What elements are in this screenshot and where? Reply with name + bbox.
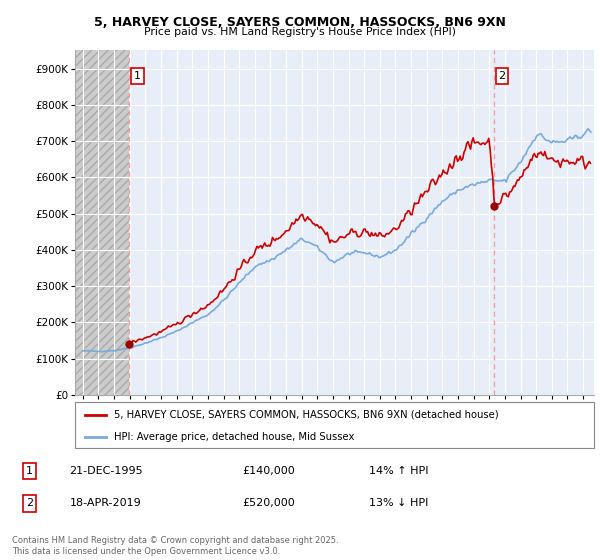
Text: 13% ↓ HPI: 13% ↓ HPI	[369, 498, 428, 508]
Text: 18-APR-2019: 18-APR-2019	[70, 498, 142, 508]
Text: Contains HM Land Registry data © Crown copyright and database right 2025.
This d: Contains HM Land Registry data © Crown c…	[12, 536, 338, 556]
Bar	[75, 50, 129, 395]
Text: 2: 2	[499, 71, 506, 81]
Text: £140,000: £140,000	[242, 466, 295, 476]
Text: 5, HARVEY CLOSE, SAYERS COMMON, HASSOCKS, BN6 9XN (detached house): 5, HARVEY CLOSE, SAYERS COMMON, HASSOCKS…	[114, 410, 499, 420]
Text: 14% ↑ HPI: 14% ↑ HPI	[369, 466, 428, 476]
Text: 1: 1	[26, 466, 33, 476]
Text: £520,000: £520,000	[242, 498, 295, 508]
FancyBboxPatch shape	[75, 402, 594, 448]
Text: Price paid vs. HM Land Registry's House Price Index (HPI): Price paid vs. HM Land Registry's House …	[144, 27, 456, 37]
Text: HPI: Average price, detached house, Mid Sussex: HPI: Average price, detached house, Mid …	[114, 432, 354, 441]
Text: 1: 1	[134, 71, 141, 81]
Text: 21-DEC-1995: 21-DEC-1995	[70, 466, 143, 476]
Text: 2: 2	[26, 498, 33, 508]
Text: 5, HARVEY CLOSE, SAYERS COMMON, HASSOCKS, BN6 9XN: 5, HARVEY CLOSE, SAYERS COMMON, HASSOCKS…	[94, 16, 506, 29]
